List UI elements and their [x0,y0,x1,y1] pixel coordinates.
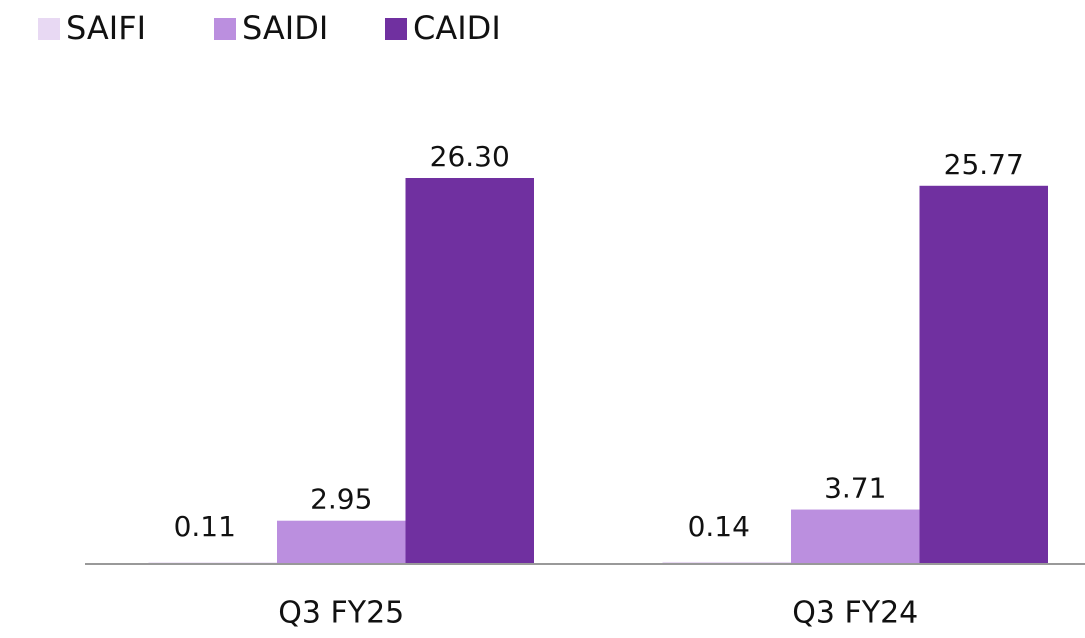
data-label: 0.14 [688,510,750,543]
legend-swatch [385,18,407,40]
x-tick-label: Q3 FY25 [278,596,404,631]
bar [277,520,406,564]
data-label: 2.95 [310,483,372,516]
bar [662,561,791,564]
data-label: 0.11 [174,510,236,543]
data-label: 26.30 [430,140,510,173]
data-label: 25.77 [944,148,1024,181]
legend-label: CAIDI [413,9,501,47]
bar [919,185,1048,565]
legend-label: SAIFI [66,9,146,47]
bar [791,509,920,564]
legend-label: SAIDI [242,9,328,47]
legend-swatch [38,18,60,40]
data-label: 3.71 [824,472,886,505]
x-tick-label: Q3 FY24 [792,596,918,631]
bar [405,178,534,564]
legend-swatch [214,18,236,40]
